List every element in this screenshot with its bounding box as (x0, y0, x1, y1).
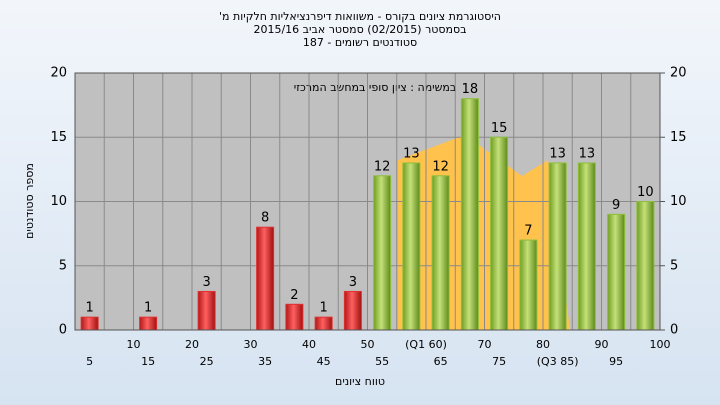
y-tick-label: 15 (50, 130, 67, 145)
bar (460, 98, 479, 331)
bar (343, 290, 362, 331)
bar (256, 226, 275, 331)
data-label: 12 (374, 159, 391, 174)
y-tick-label: 20 (50, 66, 67, 81)
data-label: 18 (462, 82, 479, 97)
x-tick-label: 25 (200, 355, 214, 368)
chart-title: היסטוגרמת ציונים בקורס - משוואות דיפרנצי… (219, 10, 501, 23)
data-label: 3 (202, 275, 210, 290)
x-tick-label: 65 (434, 355, 448, 368)
x-tick-label: (Q1 60) (405, 338, 447, 351)
bar (139, 316, 158, 331)
y2-tick-label: 15 (670, 130, 687, 145)
bar (373, 175, 392, 331)
data-label: 9 (612, 198, 620, 213)
x-tick-label: 20 (185, 338, 199, 351)
x-tick-label: 90 (595, 338, 609, 351)
x-tick-label: 50 (361, 338, 375, 351)
y2-tick-label: 0 (670, 323, 678, 338)
data-label: 7 (524, 224, 532, 239)
bar (519, 239, 538, 331)
data-label: 12 (432, 159, 449, 174)
data-label: 15 (491, 121, 508, 136)
x-tick-label: 55 (375, 355, 389, 368)
x-tick-label: 100 (650, 338, 671, 351)
data-label: 1 (144, 301, 152, 316)
data-label: 13 (579, 146, 596, 161)
data-label: 8 (261, 211, 269, 226)
data-label: 13 (403, 146, 420, 161)
bar (431, 175, 450, 331)
x-tick-label: 80 (536, 338, 550, 351)
bar (577, 162, 596, 331)
x-tick-label: 40 (302, 338, 316, 351)
bar (636, 201, 655, 331)
data-label: 3 (349, 275, 357, 290)
x-tick-label: 15 (141, 355, 155, 368)
data-label: 13 (549, 146, 566, 161)
y2-tick-label: 20 (670, 66, 687, 81)
x-tick-label: 5 (86, 355, 93, 368)
bar (197, 290, 216, 331)
chart-subtitle: סטודנטים רשומים - 187 (303, 36, 417, 49)
x-tick-label: 95 (609, 355, 623, 368)
annotation: במשימה : ציון סופי במחשב המרכזי (294, 81, 457, 94)
y-axis-label: מספר סטודנטים (23, 163, 36, 239)
x-tick-label: 45 (317, 355, 331, 368)
y-tick-label: 10 (50, 194, 67, 209)
x-axis-label: טווח ציונים (335, 375, 385, 388)
bar (607, 213, 626, 331)
y-tick-label: 5 (59, 258, 67, 273)
chart-subtitle: בסמסטר (02/2015) סמסטר אביב 2015/16 (253, 23, 466, 36)
bar (285, 303, 304, 331)
data-label: 1 (319, 301, 327, 316)
data-label: 10 (637, 185, 654, 200)
x-tick-label: 30 (244, 338, 258, 351)
y2-tick-label: 5 (670, 258, 678, 273)
data-label: 1 (85, 301, 93, 316)
x-tick-label: 10 (127, 338, 141, 351)
bar (314, 316, 333, 331)
bar (548, 162, 567, 331)
x-tick-label: 75 (492, 355, 506, 368)
x-tick-label: (Q3 85) (537, 355, 579, 368)
x-tick-label: 70 (478, 338, 492, 351)
x-tick-label: 35 (258, 355, 272, 368)
bar (490, 136, 509, 331)
y-tick-label: 0 (59, 323, 67, 338)
bar (80, 316, 99, 331)
bar (402, 162, 421, 331)
data-label: 2 (290, 288, 298, 303)
y2-tick-label: 10 (670, 194, 687, 209)
